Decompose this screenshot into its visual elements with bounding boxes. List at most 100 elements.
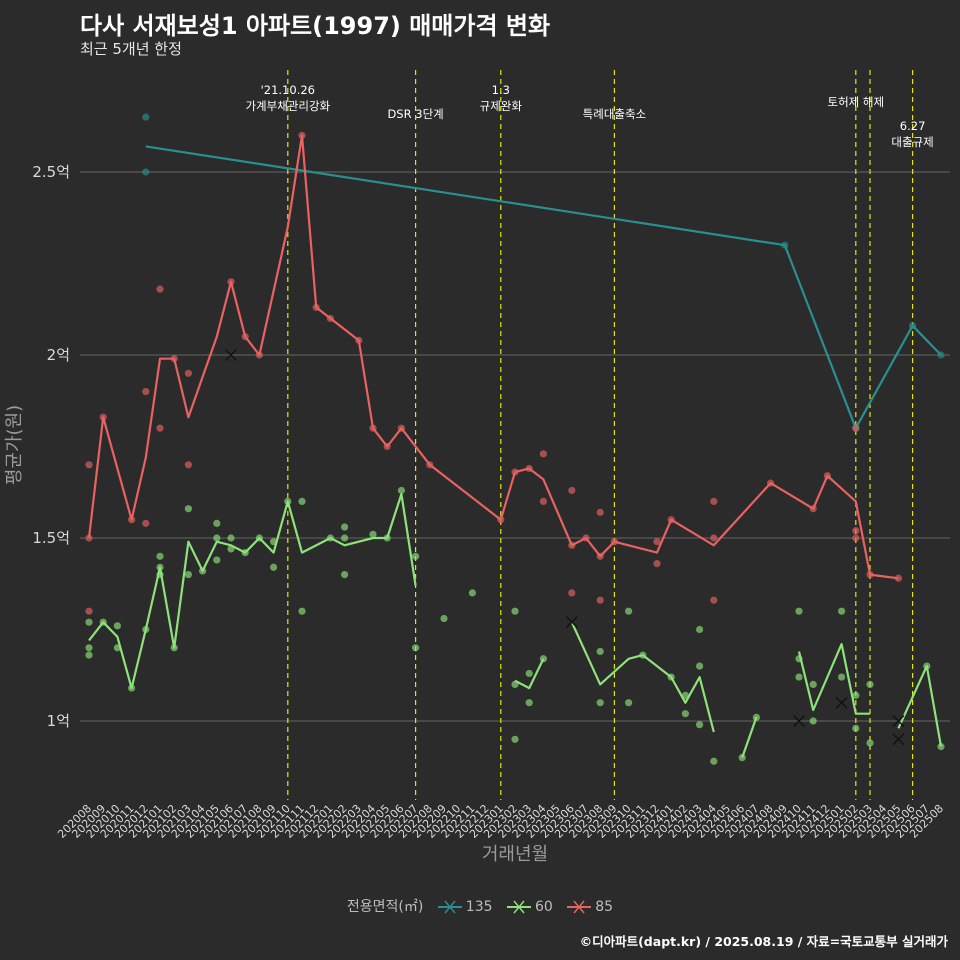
event-label: 1.3: [492, 83, 510, 97]
point-60: [241, 549, 249, 557]
line-60: [570, 621, 715, 733]
point-85: [582, 534, 590, 542]
cross-60: [892, 733, 905, 746]
point-85: [596, 596, 604, 604]
series-lines: [87, 134, 943, 758]
point-60: [156, 563, 164, 571]
point-60: [412, 552, 420, 560]
point-60: [639, 651, 647, 659]
point-60: [809, 680, 817, 689]
point-60: [625, 607, 633, 615]
point-85: [610, 538, 619, 546]
point-85: [894, 574, 903, 582]
point-85: [85, 607, 93, 615]
line-60: [514, 658, 545, 690]
point-60: [681, 691, 690, 699]
point-85: [397, 424, 405, 432]
grid-lines: [80, 171, 950, 722]
y-tick-label: 2.5억: [32, 163, 70, 181]
point-60: [738, 754, 746, 762]
point-85: [596, 508, 604, 516]
point-60: [142, 625, 150, 634]
point-60: [525, 699, 533, 707]
point-85: [852, 527, 860, 535]
chart-subtitle: 최근 5개년 한정: [80, 40, 182, 58]
point-60: [341, 534, 349, 542]
point-60: [838, 607, 846, 615]
point-85: [184, 369, 192, 377]
point-60: [213, 519, 221, 527]
event-label: 6.27: [900, 119, 926, 133]
cross-85: [225, 349, 237, 361]
point-85: [128, 516, 136, 524]
line-60: [741, 716, 758, 758]
point-60: [284, 497, 292, 505]
event-label: 토허제 해제: [828, 95, 885, 109]
point-85: [866, 571, 874, 579]
point-60: [270, 538, 278, 546]
point-85: [525, 464, 533, 473]
point-60: [795, 673, 803, 681]
point-60: [184, 571, 192, 579]
point-85: [710, 596, 718, 604]
point-60: [113, 622, 121, 630]
point-60: [156, 571, 164, 579]
line-85: [87, 134, 899, 580]
legend-item-60: 60: [505, 899, 553, 915]
point-85: [568, 541, 576, 549]
point-60: [696, 662, 704, 670]
y-tick-label: 2억: [47, 346, 70, 364]
point-60: [298, 607, 306, 615]
y-tick-label: 1.5억: [32, 529, 70, 547]
legend-title: 전용면적(㎡): [346, 899, 424, 915]
point-85: [568, 486, 576, 495]
point-85: [241, 333, 249, 341]
point-85: [710, 497, 718, 505]
point-60: [809, 717, 817, 725]
legend-label-60: 60: [534, 899, 553, 915]
point-85: [809, 505, 817, 513]
legend-label-135: 135: [465, 899, 493, 915]
point-60: [99, 618, 107, 626]
point-60: [85, 651, 93, 659]
line-135: [145, 145, 942, 430]
point-60: [596, 647, 604, 656]
point-60: [213, 534, 221, 542]
point-60: [539, 655, 548, 663]
point-85: [383, 442, 391, 451]
chart-title: 다사 서재보성1 아파트(1997) 매매가격 변화: [80, 12, 551, 40]
point-60: [795, 655, 803, 663]
point-85: [823, 472, 832, 480]
point-85: [539, 450, 548, 458]
point-60: [412, 644, 420, 652]
point-60: [326, 534, 334, 542]
cross-60: [835, 696, 848, 709]
point-60: [795, 607, 803, 615]
line-60: [797, 642, 870, 715]
event-label: 대출규제: [891, 135, 933, 149]
point-135: [909, 322, 917, 330]
point-60: [511, 607, 519, 615]
point-85: [312, 303, 320, 312]
point-60: [227, 534, 235, 542]
point-60: [397, 486, 405, 495]
point-85: [142, 519, 150, 527]
y-tick-label: 1억: [47, 712, 70, 730]
event-label: DSR 3단계: [387, 107, 443, 121]
point-60: [341, 571, 349, 579]
point-85: [227, 278, 235, 286]
point-85: [653, 560, 661, 568]
point-60: [511, 735, 519, 743]
legend-item-85: 85: [565, 899, 613, 915]
point-85: [767, 479, 775, 487]
point-60: [199, 567, 207, 575]
point-60: [681, 710, 690, 718]
point-85: [596, 552, 604, 560]
point-85: [852, 424, 860, 432]
point-60: [838, 673, 846, 681]
point-135: [142, 168, 150, 176]
point-60: [852, 691, 860, 699]
point-85: [653, 538, 661, 546]
legend: 전용면적(㎡) 135 60 85: [0, 896, 960, 916]
